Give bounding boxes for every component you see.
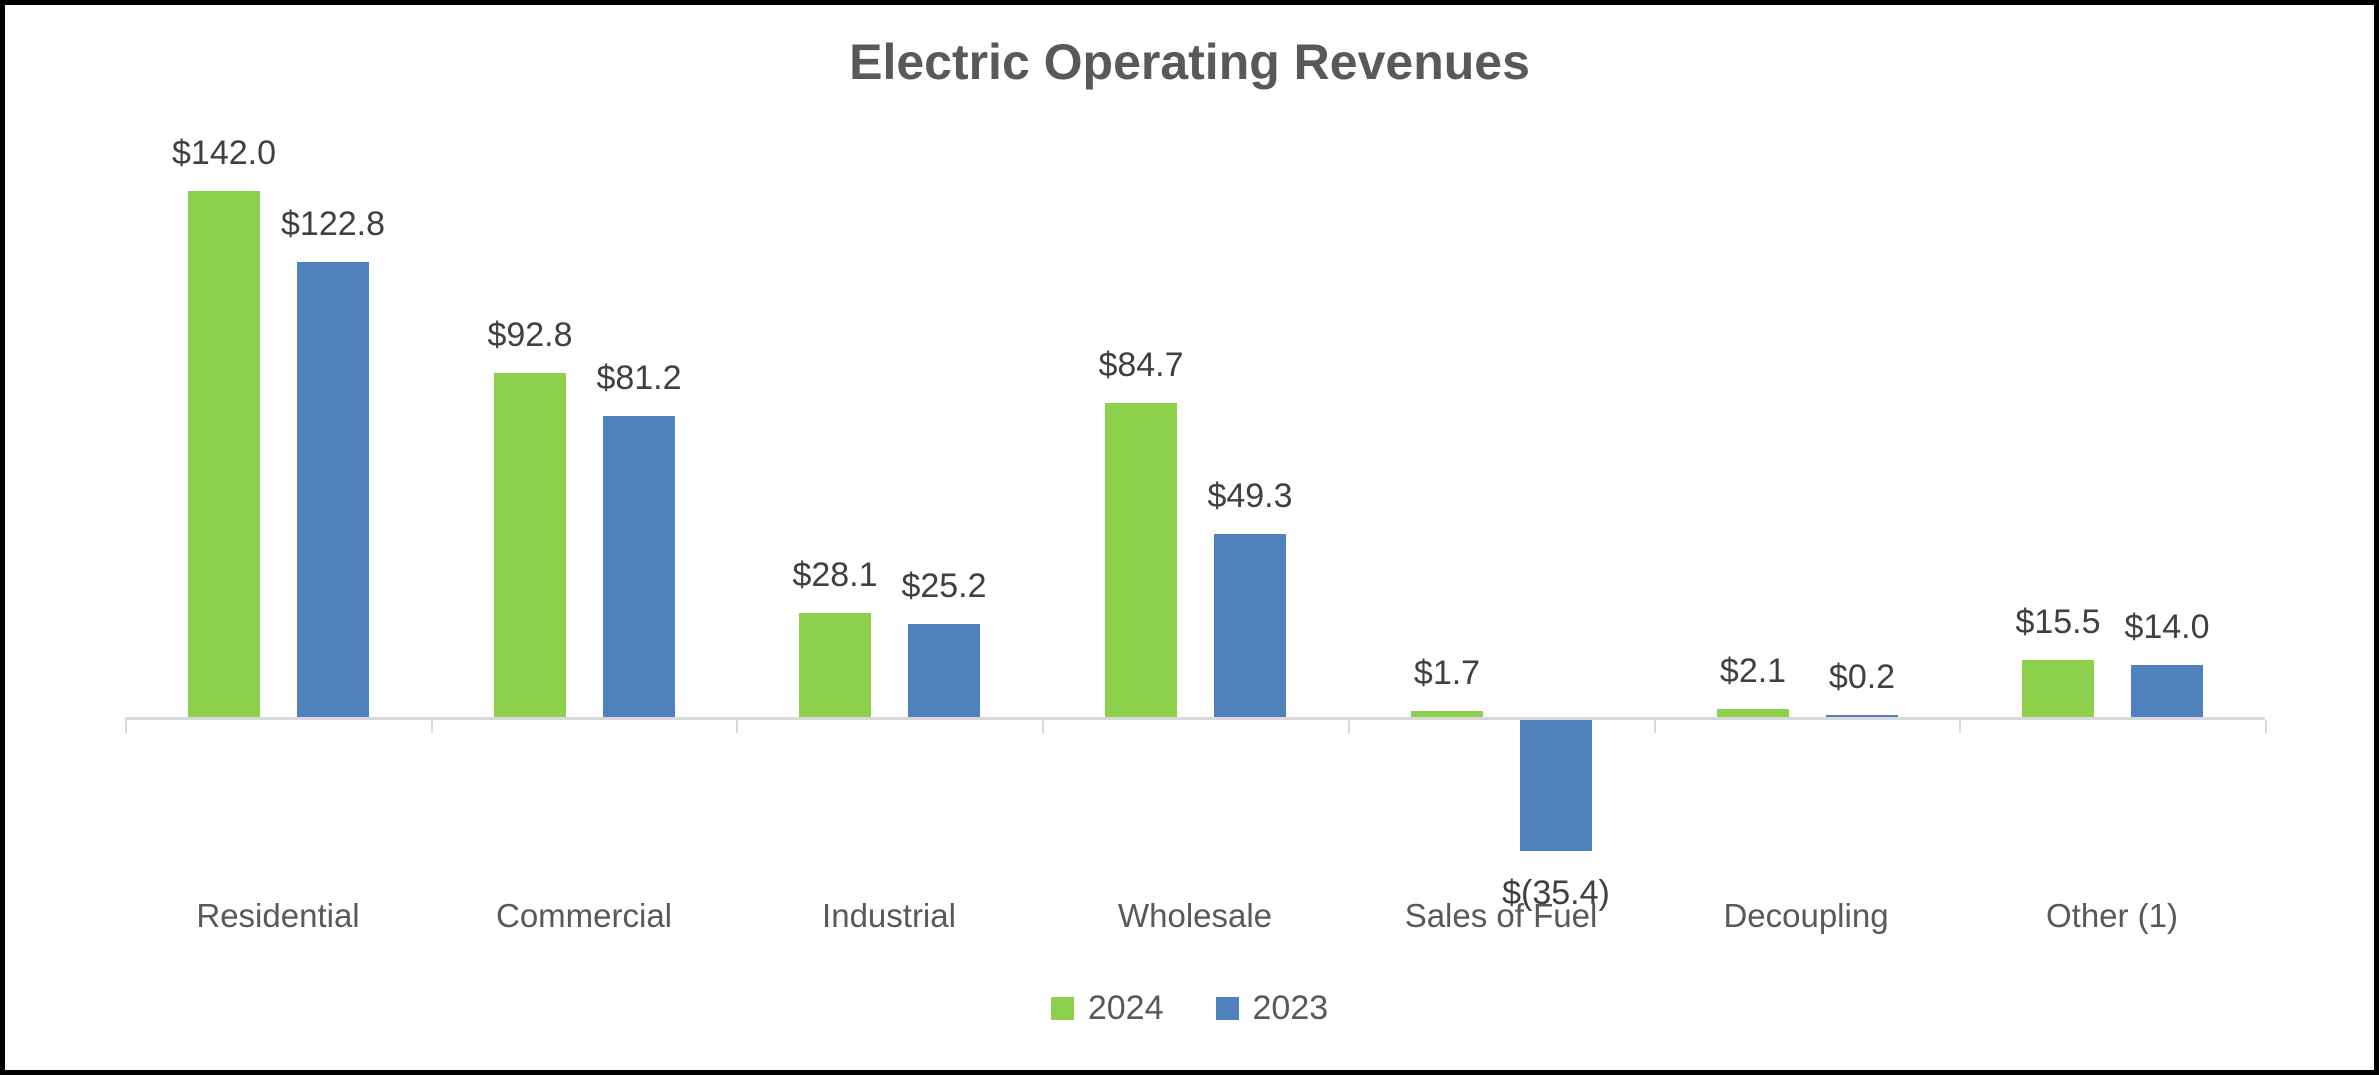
legend: 2024 2023	[5, 989, 2374, 1028]
bar-2024-decoupling	[1717, 709, 1789, 717]
legend-item-2023: 2023	[1215, 989, 1329, 1028]
bar-2024-sales-of-fuel	[1411, 711, 1483, 717]
data-label-2024-other-1: $15.5	[2015, 603, 2101, 641]
bar-2023-industrial	[908, 624, 980, 717]
legend-label-2023: 2023	[1252, 989, 1329, 1027]
x-axis-tick	[1348, 720, 1350, 733]
bar-2023-wholesale	[1214, 534, 1286, 717]
data-label-2024-commercial: $92.8	[487, 316, 573, 354]
legend-swatch-2023-icon	[1215, 997, 1239, 1020]
legend-swatch-2024-icon	[1050, 997, 1074, 1020]
chart-title: Electric Operating Revenues	[849, 34, 1530, 90]
data-label-2023-sales-of-fuel: $(35.4)	[1502, 874, 1610, 912]
x-axis-tick	[1654, 720, 1656, 733]
data-label-2024-decoupling: $2.1	[1719, 652, 1787, 690]
data-label-2023-other-1: $14.0	[2124, 608, 2210, 646]
x-axis-tick	[1959, 720, 1961, 733]
legend-item-2024: 2024	[1050, 989, 1164, 1028]
data-label-2023-industrial: $25.2	[901, 567, 987, 605]
x-axis-tick	[125, 720, 127, 733]
x-axis-tick	[736, 720, 738, 733]
category-label-other-1: Other (1)	[2045, 897, 2179, 934]
category-label-sales-of-fuel: Sales of Fuel	[1404, 897, 1598, 934]
bar-2024-commercial	[494, 373, 566, 717]
x-axis-tick	[1042, 720, 1044, 733]
category-label-decoupling: Decoupling	[1723, 897, 1889, 934]
data-label-2024-industrial: $28.1	[792, 556, 878, 594]
bar-2024-industrial	[799, 613, 871, 717]
category-label-wholesale: Wholesale	[1117, 897, 1273, 934]
bar-2023-sales-of-fuel	[1520, 720, 1592, 851]
bar-2023-residential	[297, 262, 369, 717]
data-label-2024-sales-of-fuel: $1.7	[1413, 654, 1481, 692]
legend-label-2024: 2024	[1087, 989, 1164, 1027]
data-label-2024-wholesale: $84.7	[1098, 346, 1184, 384]
data-label-2023-decoupling: $0.2	[1828, 658, 1896, 696]
bar-2024-wholesale	[1105, 403, 1177, 717]
bar-2024-residential	[188, 191, 260, 717]
category-label-commercial: Commercial	[495, 897, 673, 934]
x-axis-tick	[431, 720, 433, 733]
bar-2023-decoupling	[1826, 715, 1898, 717]
bar-2023-commercial	[603, 416, 675, 717]
bar-2024-other-1	[2022, 660, 2094, 717]
x-axis-tick	[2265, 720, 2267, 733]
bar-2023-other-1	[2131, 665, 2203, 717]
data-label-2023-residential: $122.8	[281, 205, 385, 243]
category-label-industrial: Industrial	[822, 897, 956, 934]
category-label-residential: Residential	[196, 897, 360, 934]
x-axis-line	[125, 717, 2265, 720]
data-label-2024-residential: $142.0	[172, 134, 276, 172]
data-label-2023-commercial: $81.2	[596, 359, 682, 397]
data-label-2023-wholesale: $49.3	[1207, 477, 1293, 515]
